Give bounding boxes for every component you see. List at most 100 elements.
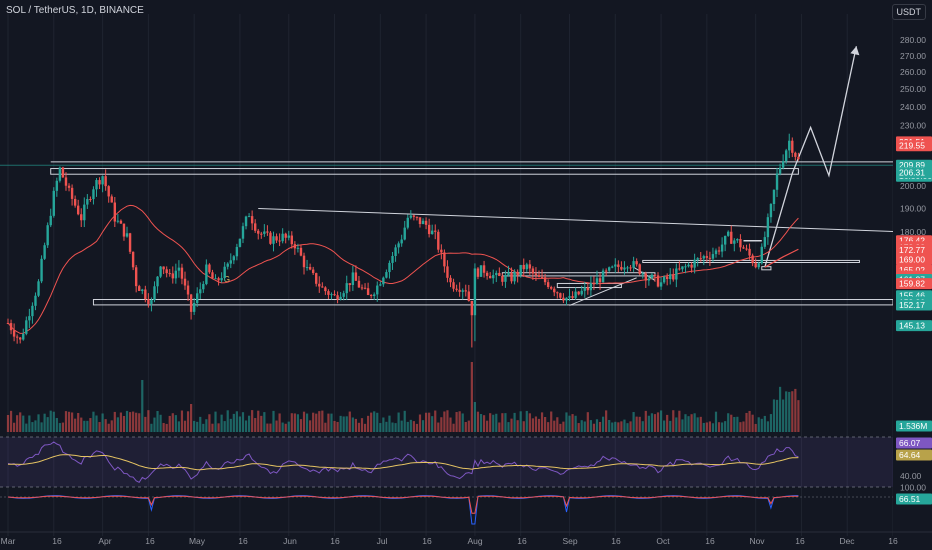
candle <box>513 271 516 282</box>
candle <box>174 270 178 279</box>
volume-bar <box>22 415 25 432</box>
volume-bar <box>617 422 620 432</box>
candle <box>122 223 126 237</box>
candle <box>348 283 351 286</box>
volume-bar <box>663 420 666 432</box>
candle <box>546 282 550 288</box>
candle <box>376 285 379 295</box>
volume-bar <box>254 418 257 432</box>
axis-tick-label: 280.00 <box>900 35 926 45</box>
volume-bar <box>498 422 501 432</box>
candle <box>467 291 471 301</box>
rsi-band <box>0 437 893 487</box>
volume-bar <box>486 420 489 432</box>
candle <box>134 267 138 287</box>
candle <box>522 264 525 270</box>
volume-bar <box>580 420 583 432</box>
axis-tick-label: 200.00 <box>900 181 926 191</box>
candle <box>214 278 217 280</box>
volume-bar <box>409 419 412 432</box>
volume-bar <box>556 417 559 432</box>
rsi-tag: 66.07 <box>899 438 921 448</box>
annotation-label: G <box>224 275 230 284</box>
candle <box>34 295 37 306</box>
projection-path <box>764 46 858 268</box>
volume-bar <box>598 421 602 432</box>
candle <box>739 238 742 248</box>
volume-bar <box>260 415 263 432</box>
volume-bar <box>592 423 596 432</box>
candle <box>28 316 31 321</box>
candle <box>485 272 489 276</box>
candle <box>9 323 13 331</box>
volume-bar <box>571 414 574 432</box>
candle <box>742 247 745 249</box>
price-tag-bg <box>896 167 932 179</box>
candle <box>568 296 571 298</box>
volume-bar <box>49 410 52 432</box>
candle <box>138 286 141 291</box>
candle <box>25 320 28 334</box>
volume-bar <box>269 423 272 432</box>
candle <box>266 231 269 233</box>
volume-bar <box>589 420 592 432</box>
volume-bar <box>46 417 49 432</box>
volume-bar <box>446 410 449 432</box>
volume-bar <box>162 422 165 432</box>
candle <box>95 180 98 190</box>
volume-bar <box>382 417 385 432</box>
candle <box>342 293 345 297</box>
volume-bar <box>34 420 37 432</box>
volume-bar <box>428 412 431 432</box>
candle <box>46 225 49 246</box>
currency-button[interactable]: USDT <box>891 4 926 20</box>
volume-bar <box>357 422 361 432</box>
volume-bar <box>791 391 794 432</box>
price-tag-bg <box>896 278 932 290</box>
volume-bar <box>681 419 684 432</box>
candle <box>64 177 68 186</box>
volume-bar <box>296 414 300 432</box>
volume-bar <box>754 423 757 432</box>
candle <box>528 264 532 269</box>
candle <box>19 337 22 340</box>
volume-bar <box>9 410 13 432</box>
volume-bar <box>656 412 660 432</box>
price-tag: 155.46 <box>899 291 925 301</box>
volume-bar <box>470 362 473 432</box>
price-tag-bg <box>896 320 932 332</box>
candle <box>238 238 242 247</box>
drawing-layer: G <box>0 46 894 306</box>
candle <box>61 167 65 178</box>
candle <box>531 268 535 274</box>
volume-bar <box>64 411 68 432</box>
volume-bar <box>513 412 516 432</box>
candle <box>696 258 699 260</box>
candle <box>76 205 80 215</box>
volume-bar <box>226 410 229 432</box>
volume-bar <box>525 410 528 432</box>
candle <box>284 233 287 238</box>
candle <box>589 283 593 291</box>
volume-bar <box>550 411 553 432</box>
candle <box>479 265 483 277</box>
candle <box>382 277 385 285</box>
candle <box>733 240 736 244</box>
chart-title: SOL / TetherUS, 1D, BINANCE <box>6 5 144 16</box>
candle <box>241 226 245 239</box>
volume-bar <box>336 421 339 432</box>
axis-tick-label: 260.00 <box>900 67 926 77</box>
candle <box>601 270 605 283</box>
candle <box>223 266 226 279</box>
candle <box>180 267 184 279</box>
candle <box>308 267 312 270</box>
volume-bar <box>220 414 223 432</box>
volume-bar <box>763 415 766 432</box>
candle <box>418 217 422 225</box>
volume-bar <box>28 415 31 432</box>
candle <box>763 237 767 247</box>
candle <box>171 273 174 279</box>
candle <box>205 264 208 285</box>
candle <box>232 256 236 261</box>
